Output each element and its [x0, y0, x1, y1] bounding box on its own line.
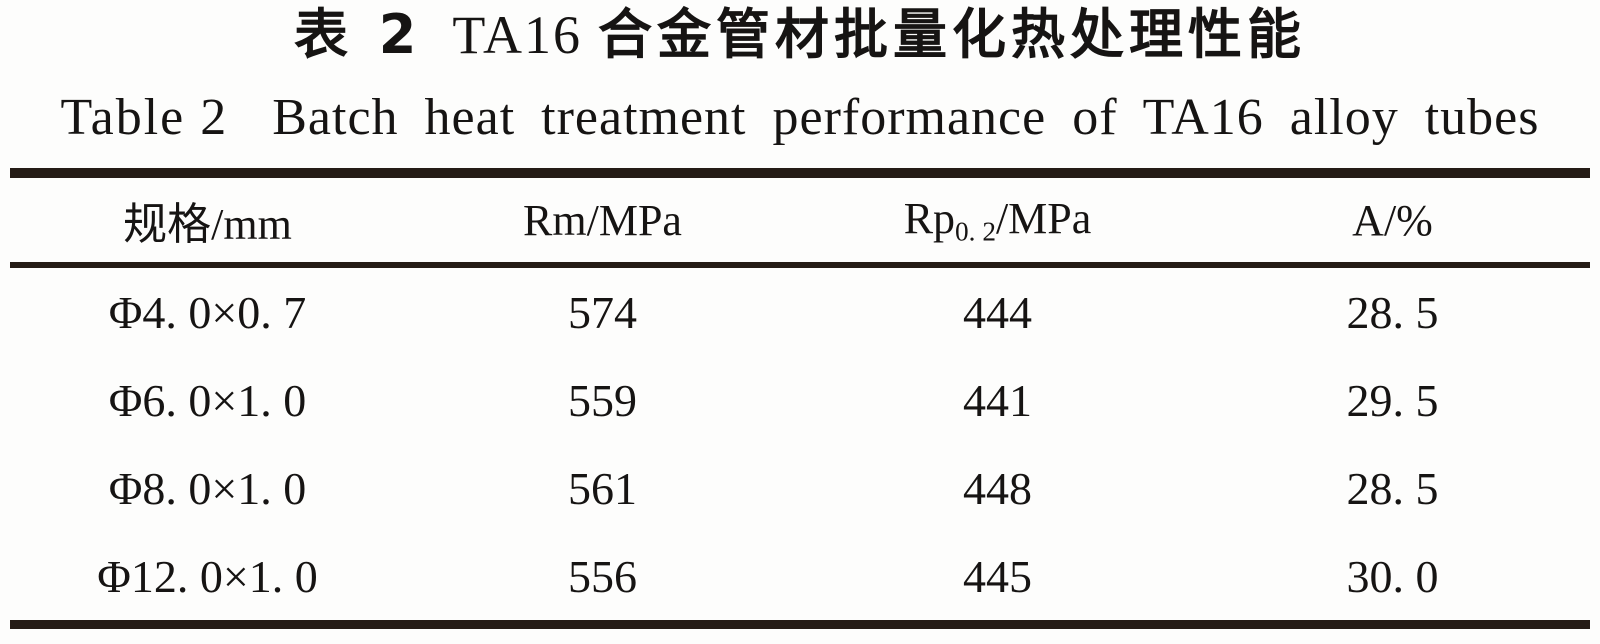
cell-rm: 574	[568, 286, 637, 338]
cell-spec: Φ12. 0×1. 0	[97, 550, 318, 602]
cell-a: 28. 5	[1346, 286, 1439, 338]
cell-a: 28. 5	[1346, 462, 1439, 514]
table-row: Φ12. 0×1. 0 556 445 30. 0	[10, 532, 1590, 620]
table-row: Φ4. 0×0. 7 574 444 28. 5	[10, 268, 1590, 356]
col-header-rp02-subscript: 0. 2	[955, 216, 996, 247]
cell-spec: Φ8. 0×1. 0	[108, 462, 307, 514]
col-header-spec: 规格/mm	[123, 200, 292, 249]
cell-rm: 556	[568, 550, 637, 602]
cell-a: 30. 0	[1346, 550, 1439, 602]
caption-zh-alloy-code: TA16	[452, 5, 583, 65]
col-header-rp02: Rp0. 2/MPa	[800, 193, 1195, 248]
cell-rp02: 444	[963, 286, 1032, 338]
cell-spec: Φ4. 0×0. 7	[108, 286, 307, 338]
table-row: Φ6. 0×1. 0 559 441 29. 5	[10, 356, 1590, 444]
caption-en-table-number: Table 2	[60, 89, 229, 146]
col-header-rp02-base: Rp	[903, 193, 956, 243]
caption-en-text: Batch heat treatment performance of TA16…	[272, 89, 1540, 146]
caption-zh-text: 合金管材批量化热处理性能	[598, 3, 1307, 66]
col-header-a: A/%	[1352, 195, 1433, 245]
cell-spec: Φ6. 0×1. 0	[108, 374, 307, 426]
table-row: Φ8. 0×1. 0 561 448 28. 5	[10, 444, 1590, 532]
cell-rp02: 441	[963, 374, 1032, 426]
cell-a: 29. 5	[1346, 374, 1439, 426]
table-header-row: 规格/mm Rm/MPa Rp0. 2/MPa A/%	[10, 178, 1590, 268]
col-header-rm: Rm/MPa	[523, 195, 682, 245]
cell-rm: 559	[568, 374, 637, 426]
cell-rm: 561	[568, 462, 637, 514]
cell-rp02: 445	[963, 550, 1032, 602]
data-table: 规格/mm Rm/MPa Rp0. 2/MPa A/% Φ4. 0×0. 7 5…	[10, 168, 1590, 629]
table-caption-en: Table 2 Batch heat treatment performance …	[0, 86, 1600, 150]
cell-rp02: 448	[963, 462, 1032, 514]
col-header-rp02-unit: /MPa	[995, 193, 1092, 243]
table-body: Φ4. 0×0. 7 574 444 28. 5 Φ6. 0×1. 0 559 …	[10, 268, 1590, 620]
caption-zh-table-number: 表 2	[293, 3, 423, 66]
table-caption-zh: 表 2 TA16 合金管材批量化热处理性能	[0, 0, 1600, 70]
